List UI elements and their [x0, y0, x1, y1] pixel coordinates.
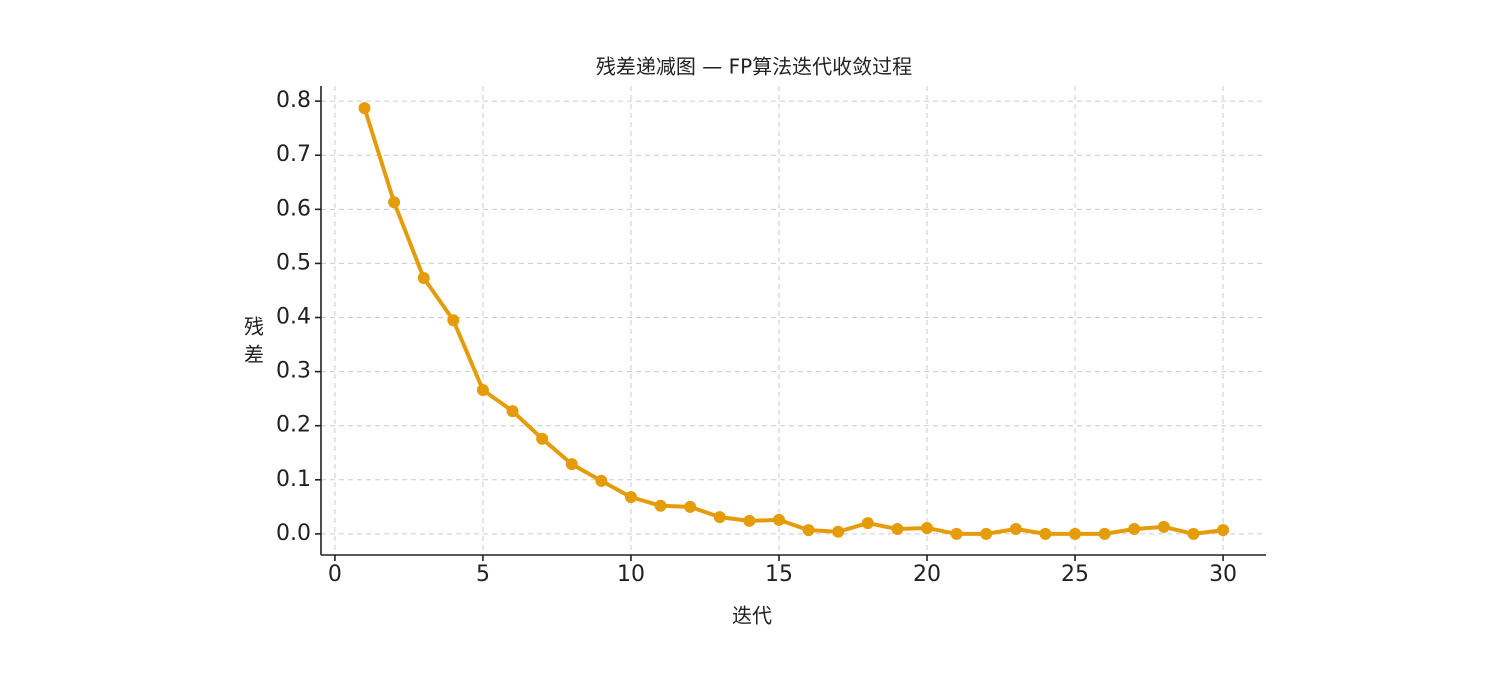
data-point: [713, 511, 726, 524]
data-point: [1187, 527, 1200, 540]
data-point: [624, 491, 637, 504]
x-axis-label: 迭代: [732, 604, 772, 628]
data-point: [358, 102, 371, 115]
data-point: [950, 527, 963, 540]
data-point: [417, 272, 430, 285]
x-tick-label: 25: [1061, 562, 1089, 587]
data-point: [921, 521, 934, 534]
y-tick-label: 0.6: [276, 196, 311, 221]
data-point: [1128, 523, 1141, 536]
y-tick-label: 0.8: [276, 88, 311, 113]
y-tick-label: 0.7: [276, 142, 311, 167]
y-tick-label: 0.3: [276, 359, 311, 384]
x-tick-label: 5: [476, 562, 490, 587]
series-line: [362, 107, 1224, 536]
x-tick-label: 15: [765, 562, 793, 587]
y-tick-label: 0.0: [276, 521, 311, 546]
x-tick-label: 20: [913, 562, 941, 587]
data-point: [743, 514, 756, 527]
y-tick-label: 0.4: [276, 305, 311, 330]
data-point: [1217, 524, 1230, 537]
data-point: [891, 523, 904, 536]
data-point: [1157, 520, 1170, 533]
y-tick-label: 0.1: [276, 467, 311, 492]
data-point: [476, 384, 489, 397]
x-tick-label: 0: [328, 562, 342, 587]
y-tick-label: 0.2: [276, 413, 311, 438]
data-point: [861, 517, 874, 530]
data-point: [684, 500, 697, 513]
data-point: [506, 405, 519, 418]
data-point: [980, 527, 993, 540]
y-axis-label: 残差: [241, 316, 265, 372]
data-point: [802, 524, 815, 537]
x-tick-label: 10: [617, 562, 645, 587]
data-point: [654, 499, 667, 512]
x-tick-label: 30: [1209, 562, 1237, 587]
data-point: [565, 458, 578, 471]
data-point: [1009, 523, 1022, 536]
data-point: [1069, 527, 1082, 540]
data-point: [772, 513, 785, 526]
data-point: [536, 432, 549, 445]
data-point: [595, 474, 608, 487]
data-point: [1098, 527, 1111, 540]
data-point: [447, 314, 460, 327]
data-point: [1039, 527, 1052, 540]
chart-title: 残差递减图 — FP算法迭代收敛过程: [596, 55, 912, 79]
data-point: [388, 196, 401, 209]
data-point: [832, 525, 845, 538]
y-tick-label: 0.5: [276, 250, 311, 275]
